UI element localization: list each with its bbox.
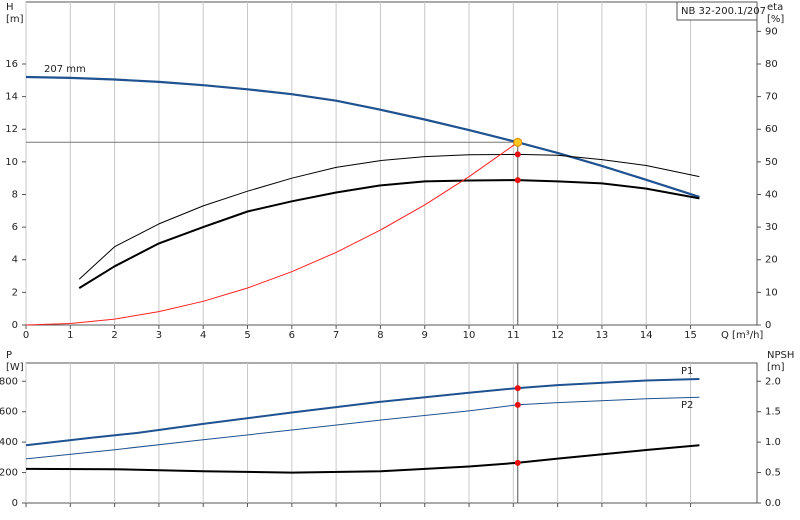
duty-dot <box>514 151 521 158</box>
y2-tick-label: 50 <box>765 157 778 168</box>
y2-tick-label: 40 <box>765 189 778 200</box>
x-tick-label: 2 <box>111 330 117 341</box>
curve <box>25 444 700 474</box>
y2-tick-label: 1.5 <box>765 407 781 418</box>
y-tick-label: 10 <box>5 157 18 168</box>
duty-dot <box>514 401 521 408</box>
x-tick-label: 14 <box>640 330 653 341</box>
y2-tick-label: 20 <box>765 255 778 266</box>
duty-dot <box>514 177 521 184</box>
curve <box>78 179 700 289</box>
y-tick-label: 0 <box>12 498 18 509</box>
x-tick-label: 7 <box>333 330 339 341</box>
y2-axis-label: [%] <box>767 14 784 25</box>
duty-point <box>513 137 523 147</box>
curve <box>25 75 700 198</box>
series-label: P2 <box>681 400 693 411</box>
x-tick-label: 5 <box>244 330 250 341</box>
x-tick-label: 6 <box>289 330 295 341</box>
y-axis-label: [m] <box>6 14 24 25</box>
y-tick-label: 200 <box>0 468 18 479</box>
y2-tick-label: 0.5 <box>765 468 781 479</box>
x-tick-label: 13 <box>596 330 609 341</box>
curve <box>25 141 519 326</box>
y2-axis-label: NPSH <box>767 350 794 361</box>
y2-tick-label: 90 <box>765 26 778 37</box>
y-tick-label: 600 <box>0 407 18 418</box>
series-label: P1 <box>681 366 693 377</box>
y2-tick-label: 30 <box>765 222 778 233</box>
x-tick-label: 11 <box>507 330 520 341</box>
series-label: 207 mm <box>44 64 86 75</box>
y-tick-label: 2 <box>12 287 18 298</box>
x-tick-label: 15 <box>684 330 697 341</box>
y2-tick-label: 10 <box>765 287 778 298</box>
x-axis-label: Q [m³/h] <box>721 330 763 341</box>
y-tick-label: 400 <box>0 437 18 448</box>
y-tick-label: 4 <box>12 255 18 266</box>
y2-axis-label: eta <box>767 2 783 13</box>
plot-frame <box>25 1 758 326</box>
curve <box>25 378 700 447</box>
x-tick-label: 4 <box>200 330 206 341</box>
curve <box>78 153 700 280</box>
y-tick-label: 0 <box>12 320 18 331</box>
y2-tick-label: 70 <box>765 92 778 103</box>
chart-title: NB 32-200.1/207 <box>681 6 766 17</box>
title-box <box>676 1 758 21</box>
x-tick-label: 0 <box>23 330 29 341</box>
y-tick-label: 14 <box>5 92 18 103</box>
y2-tick-label: 0.0 <box>765 498 781 509</box>
y-tick-label: 12 <box>5 124 18 135</box>
duty-dot <box>514 385 521 392</box>
y2-tick-label: 0 <box>765 320 771 331</box>
x-tick-label: 10 <box>463 330 476 341</box>
y-axis-label: H <box>6 2 14 13</box>
x-tick-label: 3 <box>156 330 162 341</box>
y-axis-label: P <box>6 350 12 361</box>
curve <box>25 396 700 460</box>
y-tick-label: 6 <box>12 222 18 233</box>
y-tick-label: 800 <box>0 376 18 387</box>
y2-tick-label: 2.0 <box>765 376 781 387</box>
x-tick-label: 8 <box>377 330 383 341</box>
x-tick-label: 9 <box>422 330 428 341</box>
duty-dot <box>514 459 521 466</box>
x-tick-label: 12 <box>551 330 564 341</box>
y2-tick-label: 80 <box>765 59 778 70</box>
y-axis-label: [W] <box>6 362 24 373</box>
x-tick-label: 1 <box>67 330 73 341</box>
y2-tick-label: 60 <box>765 124 778 135</box>
y-tick-label: 8 <box>12 189 18 200</box>
y-tick-label: 16 <box>5 59 18 70</box>
y2-tick-label: 1.0 <box>765 437 781 448</box>
y2-axis-label: [m] <box>767 362 785 373</box>
